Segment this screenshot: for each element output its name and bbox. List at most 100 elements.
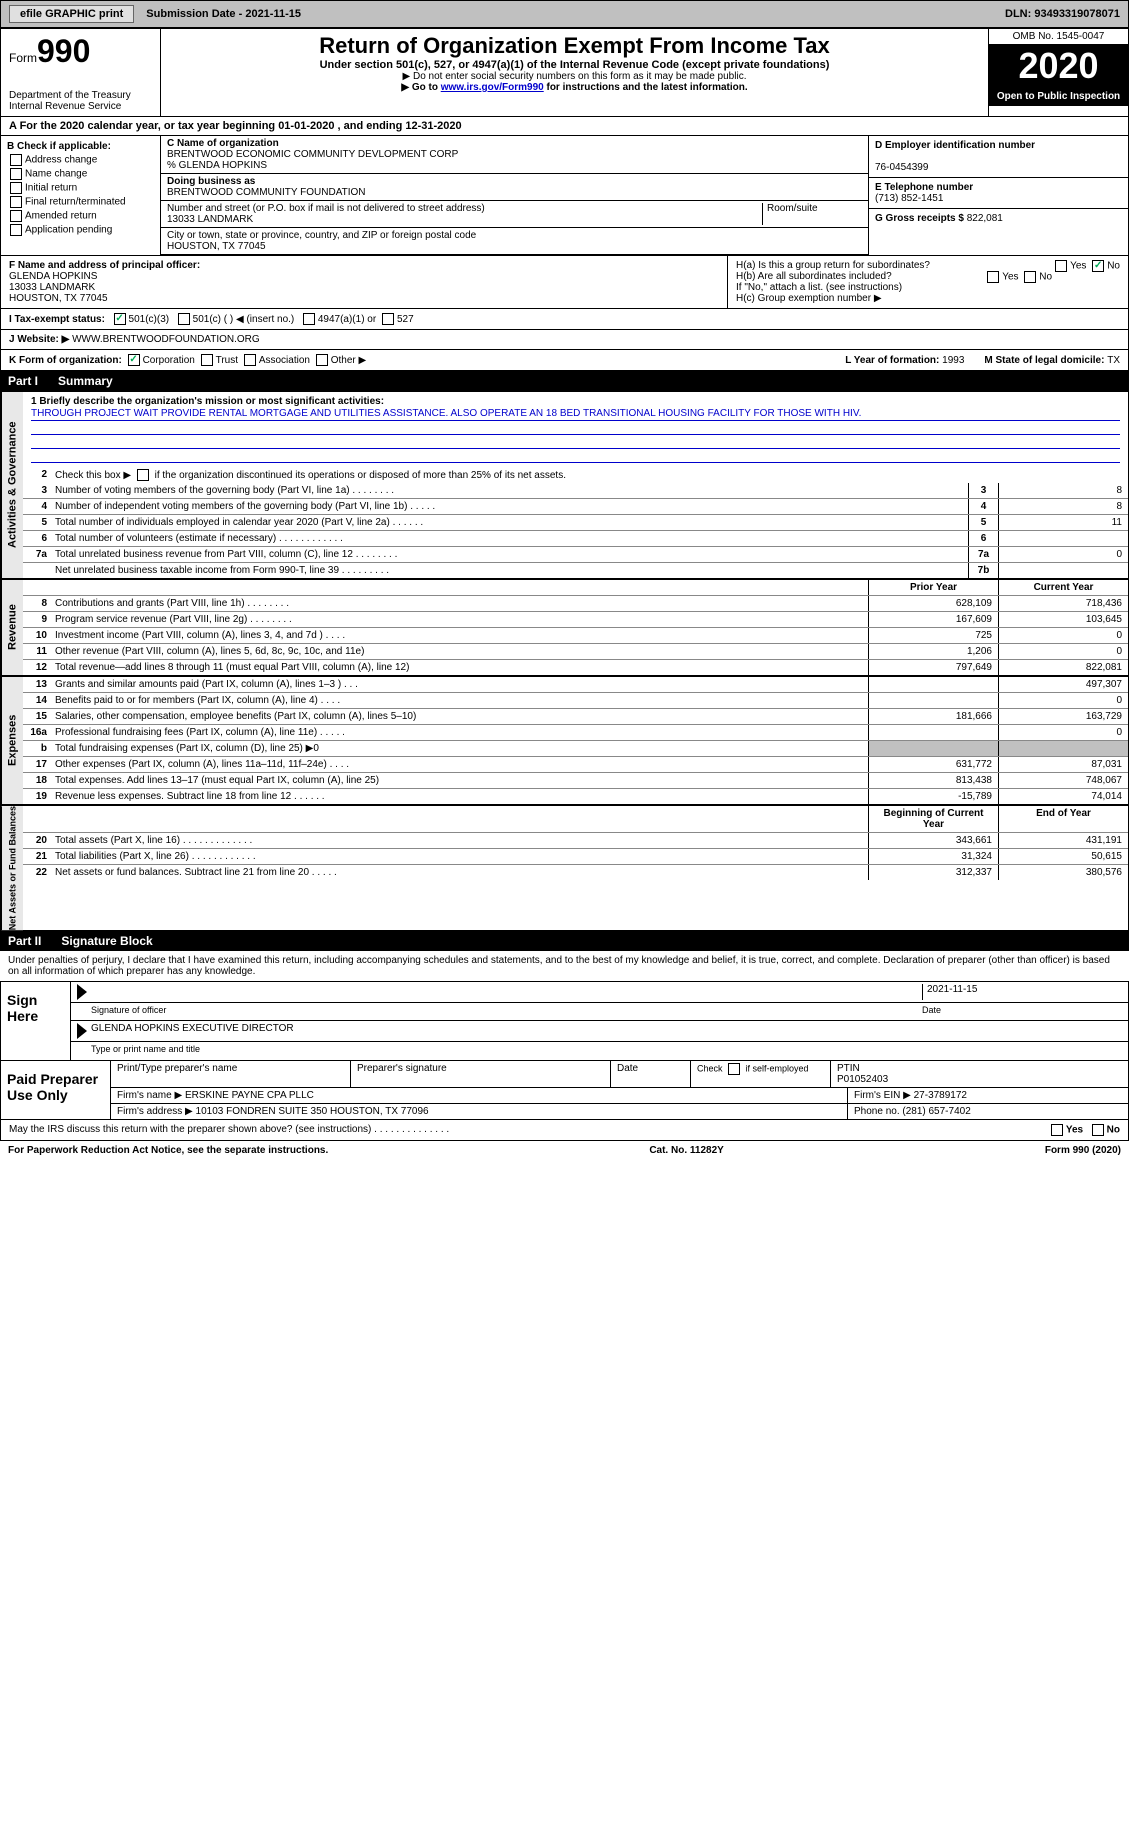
ein-label: D Employer identification number (875, 140, 1035, 151)
officer-label: F Name and address of principal officer: (9, 260, 200, 271)
assoc-check[interactable] (244, 354, 256, 366)
expense-row: 17Other expenses (Part IX, column (A), l… (23, 757, 1128, 773)
4947-check[interactable] (303, 313, 315, 325)
firm-addr-cell: Firm's address ▶ 10103 FONDREN SUITE 350… (111, 1104, 848, 1119)
prep-sig-label: Preparer's signature (351, 1061, 611, 1088)
irs-label: Internal Revenue Service (9, 101, 152, 112)
hb-yes[interactable] (987, 271, 999, 283)
ptin-cell: PTINP01052403 (831, 1061, 1128, 1088)
tax-period: A For the 2020 calendar year, or tax yea… (0, 117, 1129, 136)
other-check[interactable] (316, 354, 328, 366)
page-footer: For Paperwork Reduction Act Notice, see … (0, 1141, 1129, 1160)
discontinued-check[interactable] (137, 469, 149, 481)
527-check[interactable] (382, 313, 394, 325)
hb-note: If "No," attach a list. (see instruction… (736, 282, 1120, 293)
revenue-row: 8Contributions and grants (Part VIII, li… (23, 596, 1128, 612)
officer-group-block: F Name and address of principal officer:… (0, 256, 1129, 309)
form-title: Return of Organization Exempt From Incom… (169, 33, 980, 59)
form-subtitle: Under section 501(c), 527, or 4947(a)(1)… (169, 59, 980, 71)
ein: 76-0454399 (875, 162, 928, 173)
section-c: C Name of organization BRENTWOOD ECONOMI… (161, 136, 868, 255)
website-row: J Website: ▶ WWW.BRENTWOODFOUNDATION.ORG (0, 330, 1129, 350)
governance-row: 3Number of voting members of the governi… (23, 483, 1128, 499)
efile-button[interactable]: efile GRAPHIC print (9, 5, 134, 23)
initial-return-check[interactable] (10, 182, 22, 194)
paid-preparer-label: Paid Preparer Use Only (1, 1061, 111, 1119)
sign-here-label: Sign Here (1, 982, 71, 1060)
city-state-zip: HOUSTON, TX 77045 (167, 241, 266, 252)
expense-row: 13Grants and similar amounts paid (Part … (23, 677, 1128, 693)
ha-yes[interactable] (1055, 260, 1067, 272)
org-name: BRENTWOOD ECONOMIC COMMUNITY DEVLOPMENT … (167, 149, 458, 160)
penalties-text: Under penalties of perjury, I declare th… (0, 951, 1129, 981)
mission-label: 1 Briefly describe the organization's mi… (31, 396, 384, 407)
gross-receipts: 822,081 (967, 213, 1003, 224)
governance-row: 5Total number of individuals employed in… (23, 515, 1128, 531)
part1-header: Part I Summary (0, 371, 1129, 391)
org-name-label: C Name of organization (167, 138, 279, 149)
state-domicile: M State of legal domicile: TX (984, 355, 1120, 366)
app-pending-check[interactable] (10, 224, 22, 236)
corp-check[interactable] (128, 354, 140, 366)
amended-check[interactable] (10, 210, 22, 222)
trust-check[interactable] (201, 354, 213, 366)
name-change-check[interactable] (10, 168, 22, 180)
governance-tab: Activities & Governance (1, 392, 23, 578)
balance-row: 22Net assets or fund balances. Subtract … (23, 865, 1128, 880)
governance-row: 4Number of independent voting members of… (23, 499, 1128, 515)
governance-section: Activities & Governance 1 Briefly descri… (0, 391, 1129, 579)
org-info-block: B Check if applicable: Address change Na… (0, 136, 1129, 256)
tax-year: 2020 (989, 45, 1128, 87)
room-label: Room/suite (767, 203, 818, 214)
discuss-no[interactable] (1092, 1124, 1104, 1136)
hc-row: H(c) Group exemption number ▶ (736, 293, 1120, 304)
org-form-row: K Form of organization: Corporation Trus… (0, 350, 1129, 371)
expenses-section: Expenses 13Grants and similar amounts pa… (0, 676, 1129, 805)
self-emp-check[interactable] (728, 1063, 740, 1075)
begin-year-header: Beginning of Current Year (868, 806, 998, 832)
expense-row: 16aProfessional fundraising fees (Part I… (23, 725, 1128, 741)
part1-title: Summary (58, 374, 113, 388)
ha-no[interactable] (1092, 260, 1104, 272)
website-label: J Website: ▶ (9, 334, 69, 345)
form-label: Form (9, 51, 37, 65)
mission-text: THROUGH PROJECT WAIT PROVIDE RENTAL MORT… (31, 407, 1120, 421)
line2-text: Check this box ▶ if the organization dis… (55, 470, 566, 481)
paperwork-notice: For Paperwork Reduction Act Notice, see … (8, 1145, 328, 1156)
korg-label: K Form of organization: (9, 355, 122, 366)
governance-row: 7aTotal unrelated business revenue from … (23, 547, 1128, 563)
dba-name: BRENTWOOD COMMUNITY FOUNDATION (167, 187, 366, 198)
governance-row: Net unrelated business taxable income fr… (23, 563, 1128, 578)
dba-label: Doing business as (167, 176, 255, 187)
website-url: WWW.BRENTWOODFOUNDATION.ORG (72, 334, 260, 345)
final-return-check[interactable] (10, 196, 22, 208)
501c3-check[interactable] (114, 313, 126, 325)
officer-name: GLENDA HOPKINS (9, 271, 97, 282)
firm-phone-cell: Phone no. (281) 657-7402 (848, 1104, 1128, 1119)
form-number: 990 (37, 33, 90, 69)
expenses-tab: Expenses (1, 677, 23, 804)
sig-date-label: Date (922, 1005, 1122, 1018)
balance-row: 20Total assets (Part X, line 16) . . . .… (23, 833, 1128, 849)
discuss-yes[interactable] (1051, 1124, 1063, 1136)
officer-signature[interactable] (91, 984, 922, 1000)
signature-block: Sign Here 2021-11-15 Signature of office… (0, 981, 1129, 1061)
expense-row: 15Salaries, other compensation, employee… (23, 709, 1128, 725)
firm-ein-cell: Firm's EIN ▶ 27-3789172 (848, 1088, 1128, 1104)
end-year-header: End of Year (998, 806, 1128, 832)
revenue-section: Revenue Prior Year Current Year 8Contrib… (0, 579, 1129, 676)
part2-header: Part II Signature Block (0, 931, 1129, 951)
discuss-text: May the IRS discuss this return with the… (9, 1124, 449, 1136)
discuss-row: May the IRS discuss this return with the… (0, 1120, 1129, 1141)
irs-link[interactable]: www.irs.gov/Form990 (441, 82, 544, 93)
501c-check[interactable] (178, 313, 190, 325)
form-header: Form990 Department of the Treasury Inter… (0, 28, 1129, 117)
hb-no[interactable] (1024, 271, 1036, 283)
firm-name-cell: Firm's name ▶ ERSKINE PAYNE CPA PLLC (111, 1088, 848, 1104)
revenue-row: 10Investment income (Part VIII, column (… (23, 628, 1128, 644)
street-address: 13033 LANDMARK (167, 214, 253, 225)
addr-change-check[interactable] (10, 154, 22, 166)
type-name-label: Type or print name and title (91, 1044, 200, 1058)
dept-treasury: Department of the Treasury (9, 90, 152, 101)
officer-typed-name: GLENDA HOPKINS EXECUTIVE DIRECTOR (91, 1023, 294, 1039)
